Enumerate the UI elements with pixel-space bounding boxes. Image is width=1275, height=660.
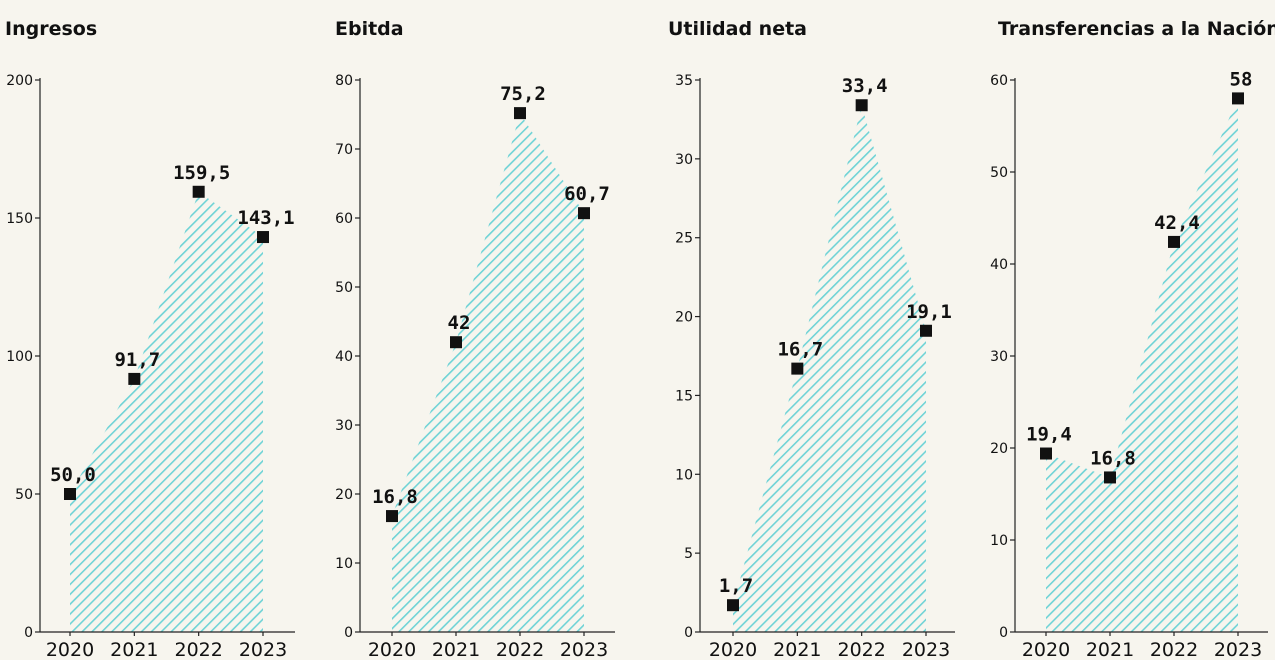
data-point <box>450 336 462 349</box>
chart-panel-4: Transferencias a la Nación. 0 10 20 30 40 50 60… <box>990 18 1275 660</box>
y-tick-label: 30 <box>990 349 1008 365</box>
chart-title: Ebitda <box>335 18 404 40</box>
data-point <box>1168 235 1180 248</box>
chart-panel-3: Utilidad neta 0 5 10 15 20 25 30 35 2020 2021 2022 2… <box>668 18 955 660</box>
data-label: 75,2 <box>500 83 546 105</box>
x-tick-label: 2021 <box>432 639 480 660</box>
y-tick-label: 60 <box>990 73 1008 89</box>
y-tick-label: 50 <box>335 280 353 296</box>
data-point <box>791 362 804 375</box>
data-point <box>855 99 868 112</box>
data-label: 16,8 <box>1090 447 1136 469</box>
data-label: 42,4 <box>1154 212 1200 234</box>
area-fill <box>70 191 263 632</box>
data-point <box>514 107 526 120</box>
data-label: 16,7 <box>777 339 823 361</box>
y-tick-label: 150 <box>6 211 33 227</box>
y-tick-label: 60 <box>335 211 353 227</box>
x-tick-label: 2021 <box>1086 639 1134 660</box>
data-label: 60,7 <box>564 183 610 205</box>
data-label: 42 <box>448 312 471 334</box>
chart-title: Transferencias a la Nación. <box>998 18 1275 40</box>
area-fill <box>1046 98 1238 632</box>
data-point <box>257 231 269 244</box>
x-tick-label: 2022 <box>496 639 544 660</box>
data-point <box>192 185 205 198</box>
data-label: 143,1 <box>237 207 294 229</box>
x-tick-label: 2020 <box>46 639 94 660</box>
y-tick-label: 0 <box>344 625 353 641</box>
y-tick-label: 70 <box>335 142 353 158</box>
area-fill <box>392 113 584 633</box>
data-point <box>64 488 76 500</box>
data-point <box>1232 92 1244 105</box>
x-tick-label: 2020 <box>709 639 757 660</box>
y-tick-label: 40 <box>990 257 1008 273</box>
data-label: 19,4 <box>1026 424 1072 446</box>
y-tick-label: 0 <box>999 625 1008 641</box>
x-tick-label: 2023 <box>902 639 950 660</box>
y-tick-label: 50 <box>15 487 33 503</box>
data-label: 159,5 <box>173 162 230 184</box>
x-tick-label: 2022 <box>837 639 885 660</box>
data-label: 16,8 <box>372 486 418 508</box>
data-label: 50,0 <box>50 464 96 486</box>
x-tick-label: 2021 <box>773 639 821 660</box>
y-tick-label: 100 <box>6 349 33 365</box>
data-point <box>920 324 932 337</box>
x-tick-label: 2022 <box>174 639 222 660</box>
y-tick-label: 10 <box>335 556 353 572</box>
area-fill <box>733 105 926 633</box>
x-tick-label: 2023 <box>1214 639 1262 660</box>
data-point <box>578 207 590 220</box>
y-tick-label: 10 <box>675 467 693 483</box>
chart-panel-1: Ingresos 0 50 100 150 200 2020 2021 2022 2023 50,0… <box>5 18 295 660</box>
chart-title: Ingresos <box>5 18 97 40</box>
y-tick-label: 20 <box>990 441 1008 457</box>
data-label: 1,7 <box>719 575 753 597</box>
y-tick-label: 20 <box>335 487 353 503</box>
data-label: 19,1 <box>906 301 952 323</box>
data-point <box>1104 471 1116 484</box>
x-tick-label: 2023 <box>239 639 287 660</box>
y-tick-label: 5 <box>684 546 693 562</box>
y-tick-label: 0 <box>684 625 693 641</box>
data-point <box>727 599 739 612</box>
data-point <box>1040 447 1052 460</box>
y-tick-label: 50 <box>990 165 1008 181</box>
x-tick-label: 2022 <box>1150 639 1198 660</box>
data-label: 33,4 <box>842 75 888 97</box>
y-tick-label: 80 <box>335 73 353 89</box>
x-tick-label: 2020 <box>1022 639 1070 660</box>
data-point <box>128 372 141 385</box>
x-tick-label: 2020 <box>368 639 416 660</box>
y-tick-label: 35 <box>675 73 693 89</box>
chart-panel-2: Ebitda 0 10 20 30 40 50 60 70 80 2020 2021 2022 2023 1… <box>335 18 615 660</box>
data-label: 58 <box>1230 68 1253 90</box>
x-tick-label: 2021 <box>110 639 158 660</box>
y-tick-label: 0 <box>24 625 33 641</box>
y-tick-label: 200 <box>6 73 33 89</box>
y-tick-label: 20 <box>675 310 693 326</box>
y-tick-label: 10 <box>990 533 1008 549</box>
x-tick-label: 2023 <box>560 639 608 660</box>
y-tick-label: 25 <box>675 231 693 247</box>
y-tick-label: 40 <box>335 349 353 365</box>
chart-title: Utilidad neta <box>668 18 807 40</box>
data-point <box>386 510 398 523</box>
y-tick-label: 30 <box>335 418 353 434</box>
y-tick-label: 15 <box>675 388 693 404</box>
data-label: 91,7 <box>114 349 160 371</box>
y-tick-label: 30 <box>675 152 693 168</box>
